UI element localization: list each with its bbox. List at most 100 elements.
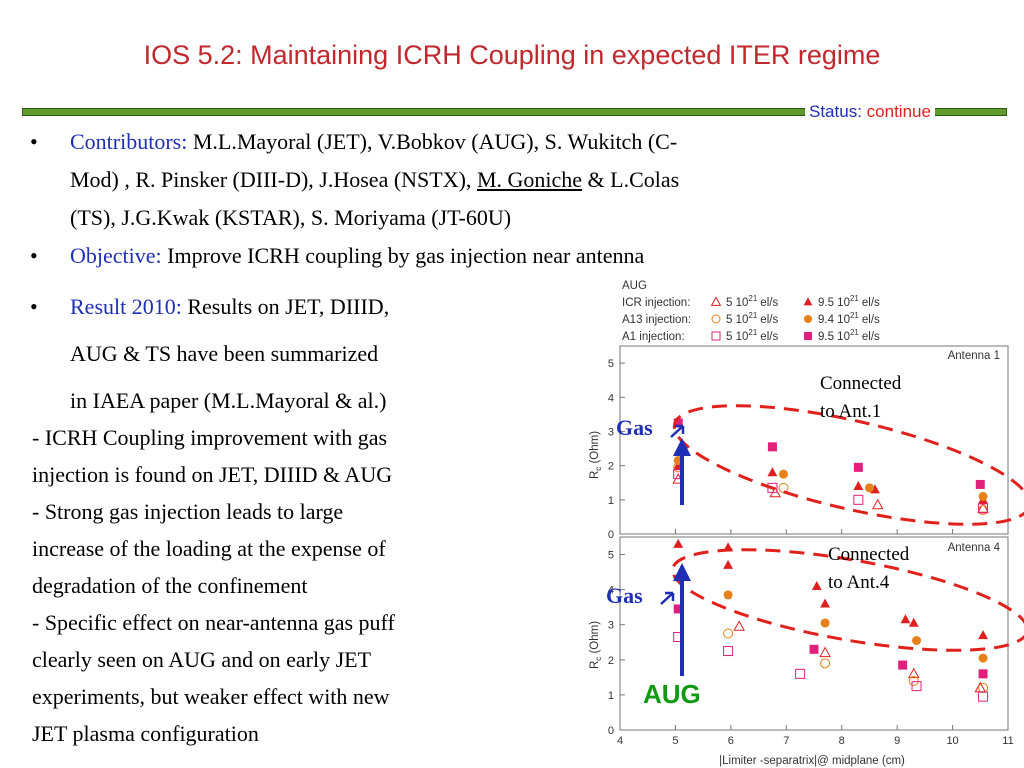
data-point — [767, 467, 778, 477]
legend-low: 5 1021 el/s — [726, 311, 778, 326]
data-point — [898, 660, 908, 670]
legend-marker-open — [710, 296, 722, 306]
connected-ant4-label: to Ant.4 — [828, 572, 890, 593]
data-point — [673, 604, 683, 614]
contributors-label: Contributors: — [70, 129, 188, 154]
data-point — [820, 598, 831, 608]
data-point — [711, 331, 721, 341]
data-point — [820, 658, 831, 669]
bullet-objective: • Objective: Improve ICRH coupling by ga… — [30, 237, 950, 275]
header-rule — [22, 108, 1007, 116]
body-line: clearly seen on AUG and on early JET — [32, 647, 372, 672]
body-line: experiments, but weaker effect with new — [32, 684, 390, 709]
data-point — [804, 332, 812, 340]
x-tick-label: 11 — [1002, 735, 1013, 747]
legend-high: 9.4 1021 el/s — [818, 311, 880, 326]
status-value: continue — [866, 102, 931, 121]
x-axis-label: |Limiter -separatrix|@ midplane (cm) — [719, 755, 905, 767]
data-point — [779, 469, 789, 479]
y-tick-label: 5 — [608, 550, 614, 562]
objective-text: Improve ICRH coupling by gas injection n… — [161, 243, 645, 268]
contributors-text: & L.Colas — [582, 167, 680, 192]
y-axis-label: Rc (Ohm) — [589, 621, 603, 669]
data-point — [978, 503, 989, 514]
data-marks — [672, 418, 989, 702]
legend-marker-filled — [804, 332, 812, 340]
data-point — [723, 559, 734, 569]
legend-marker-open — [711, 314, 721, 324]
aug-label: AUG — [643, 679, 701, 709]
data-point — [723, 646, 734, 657]
data-point — [733, 620, 745, 631]
contributors-underlined-name: M. Goniche — [476, 167, 583, 192]
objective-label: Objective: — [70, 243, 162, 268]
panel-label-antenna-1: Antenna 1 — [948, 350, 1000, 362]
y-tick-label: 0 — [608, 725, 614, 737]
body-line: injection is found on JET, DIIID & AUG — [32, 462, 393, 487]
body-line: degradation of the confinement — [32, 573, 308, 598]
bullet-result: • Result 2010: Results on JET, DIIID, AU… — [30, 283, 570, 424]
legend-icr: ICR injection: 5 1021 el/s 9.5 1021 el/s — [622, 294, 880, 309]
data-point — [723, 590, 733, 600]
y-tick-label: 2 — [608, 461, 614, 473]
data-point — [864, 483, 874, 493]
bullet-result-item: • Result 2010: Results on JET, DIIID, AU… — [30, 283, 570, 424]
body-line: - Strong gas injection leads to large — [32, 499, 344, 524]
data-point — [978, 669, 988, 679]
data-point — [811, 580, 822, 590]
data-point — [900, 614, 911, 624]
data-point — [778, 482, 789, 493]
y-tick-label: 1 — [608, 495, 614, 507]
y-tick-label: 3 — [608, 620, 614, 632]
result-label: Result 2010: — [70, 294, 182, 319]
data-point — [723, 628, 734, 639]
plot-frame-antenna-4 — [619, 536, 1009, 731]
body-line: increase of the loading at the expense o… — [32, 536, 386, 561]
result-text: Results on JET, DIIID, — [181, 294, 390, 319]
x-tick-label: 8 — [839, 735, 845, 747]
x-tick-label: 7 — [783, 735, 789, 747]
data-point — [803, 297, 813, 306]
bullet-contributors: • Contributors: M.L.Mayoral (JET), V.Bob… — [30, 123, 950, 237]
x-tick-label: 5 — [672, 735, 678, 747]
data-point — [871, 498, 884, 510]
gas-label: Gas — [606, 583, 643, 608]
data-point — [853, 480, 864, 490]
legend-a13: A13 injection: 5 1021 el/s 9.4 1021 el/s — [622, 311, 880, 326]
data-point — [978, 691, 989, 702]
legend-a1: A1 injection: 5 1021 el/s 9.5 1021 el/s — [622, 328, 880, 343]
legend-low: 5 1021 el/s — [726, 294, 778, 309]
legend-marker-open — [711, 331, 721, 341]
gas-small-arrow-icon — [660, 591, 675, 605]
legend-marker-filled — [804, 315, 812, 323]
y-tick-label: 2 — [608, 655, 614, 667]
data-point — [978, 630, 989, 640]
y-tick-label: 4 — [608, 585, 614, 597]
legend-label: A1 injection: — [622, 331, 685, 343]
data-point — [795, 668, 806, 679]
y-tick-label: 5 — [608, 358, 614, 370]
data-point — [711, 314, 721, 324]
contributors-text: Mod) , R. Pinsker (DIII-D), J.Hosea (NST… — [70, 167, 477, 192]
data-point — [907, 667, 920, 679]
data-point — [978, 653, 988, 663]
legend-high: 9.5 1021 el/s — [818, 294, 880, 309]
data-point — [673, 538, 684, 548]
bullet-dot: • — [30, 294, 38, 319]
result-text: AUG & TS have been summarized — [70, 341, 379, 366]
data-point — [908, 617, 919, 627]
status-label: Status: — [809, 102, 862, 121]
y-tick-label: 4 — [608, 392, 614, 404]
y-tick-label: 1 — [608, 690, 614, 702]
legend-label: ICR injection: — [622, 297, 690, 309]
contributors-text: M.L.Mayoral (JET), V.Bobkov (AUG), S. Wu… — [187, 129, 678, 154]
data-point — [908, 675, 919, 686]
data-point — [809, 644, 819, 654]
data-point — [977, 502, 989, 513]
body-line: - Specific effect on near-antenna gas pu… — [32, 610, 395, 635]
data-point — [673, 418, 683, 428]
annotation-ellipse-ant1 — [672, 404, 1024, 526]
status-indicator: Status: continue — [805, 102, 935, 122]
x-tick-label: 6 — [728, 735, 734, 747]
